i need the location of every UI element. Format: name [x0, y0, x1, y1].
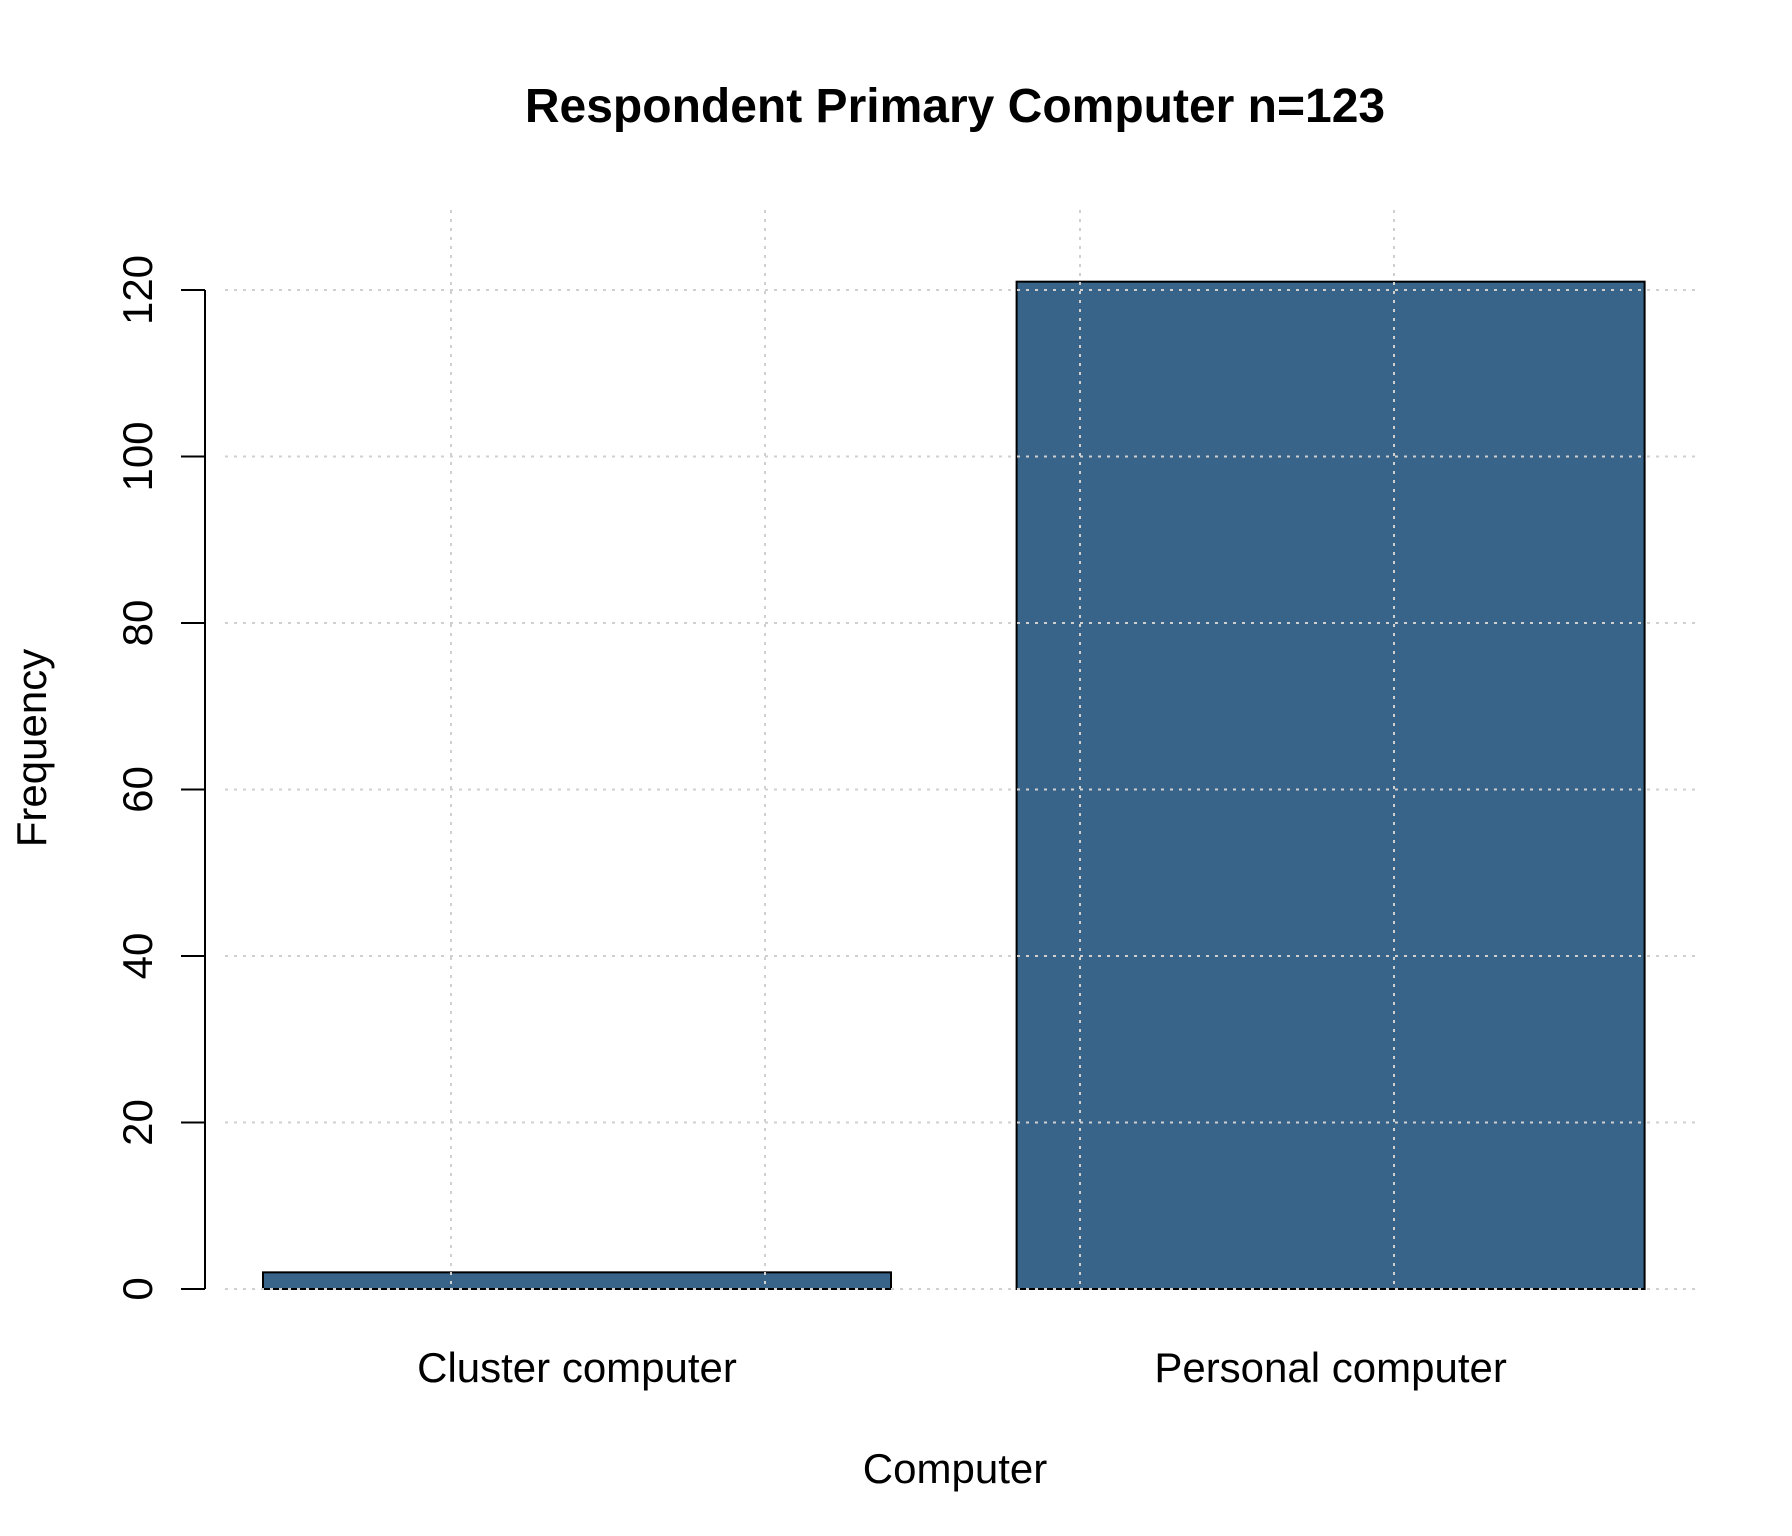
y-tick-label: 80 [114, 600, 161, 647]
x-tick-label: Personal computer [1154, 1344, 1507, 1391]
bars-group [262, 280, 1646, 1290]
x-tick-label: Cluster computer [417, 1344, 737, 1391]
gridline-overlay [225, 210, 1700, 1290]
y-tick-label: 20 [114, 1099, 161, 1146]
y-tick-label: 0 [114, 1277, 161, 1300]
y-tick-label: 120 [114, 255, 161, 325]
y-axis: 0 20 40 60 80 100 120 [114, 255, 206, 1301]
bar [262, 1271, 892, 1290]
x-tick-labels: Cluster computer Personal computer [417, 1344, 1507, 1391]
y-tick-label: 60 [114, 766, 161, 813]
chart-title: Respondent Primary Computer n=123 [525, 80, 1385, 133]
y-axis-label: Frequency [8, 649, 55, 847]
y-tick-label: 40 [114, 933, 161, 980]
x-axis-label: Computer [863, 1445, 1047, 1492]
y-tick-label: 100 [114, 421, 161, 491]
bar [1015, 280, 1646, 1290]
